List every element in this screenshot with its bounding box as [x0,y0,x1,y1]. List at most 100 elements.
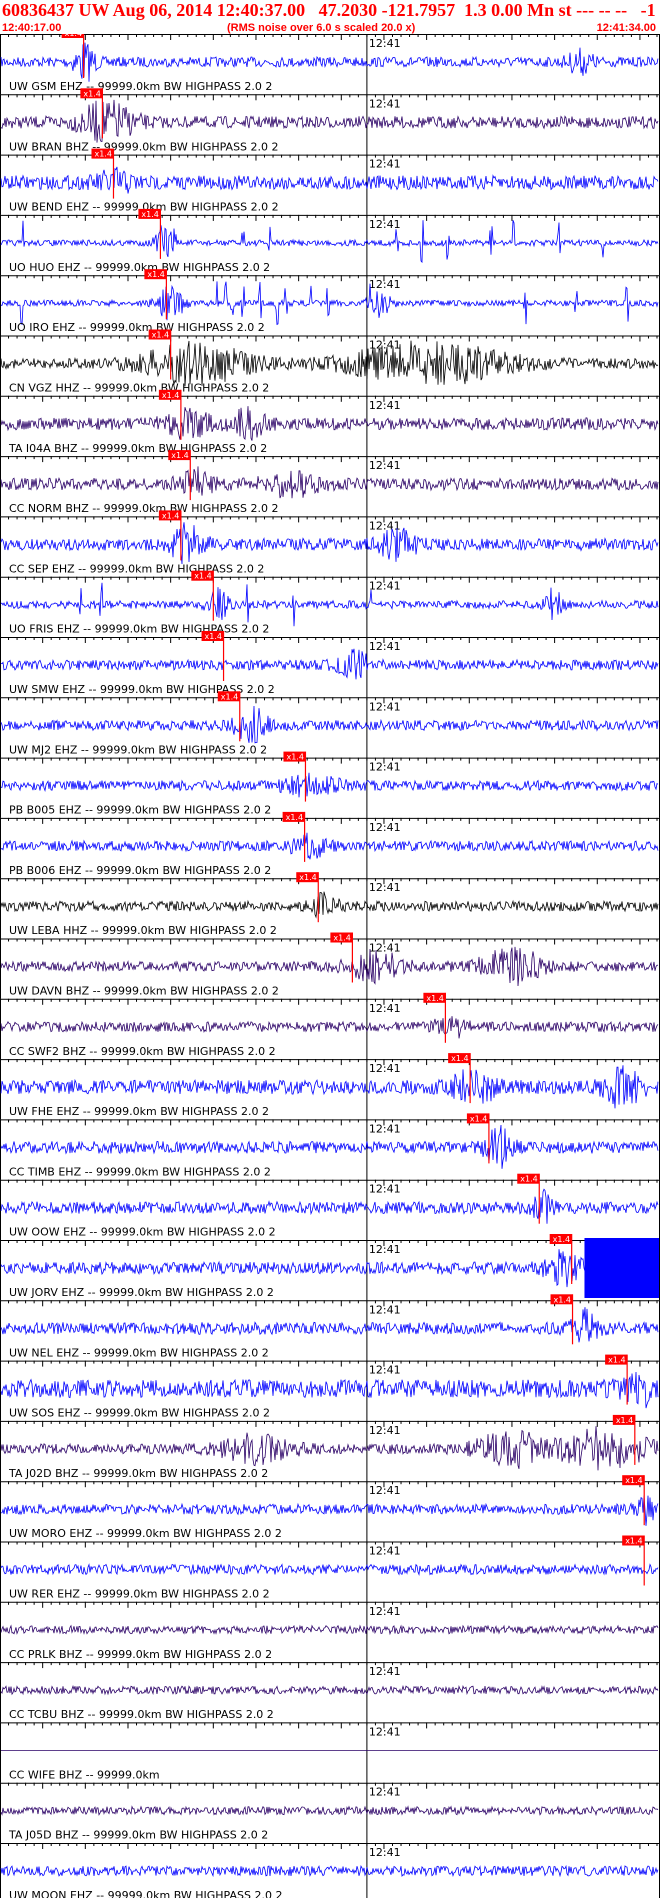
waveform [0,340,659,387]
minute-label: 12:41 [369,881,401,894]
pick-box [466,1113,489,1124]
waveform [0,406,659,441]
trace-9: 12:41 x1.4 CC SEP EHZ -- 99999.0km BW HIGH… [0,510,660,577]
pick-label: x1.4 [553,1235,570,1244]
pick-label: x1.4 [470,1114,487,1123]
pick-box [158,389,181,400]
pick-box [448,1053,471,1064]
station-label: UW BEND EHZ -- 99999.0km BW HIGHPASS 2.0… [9,201,279,214]
pick-box [80,88,103,99]
station-label: UW MJ2 EHZ -- 99999.0km BW HIGHPASS 2.0 … [9,743,267,756]
minute-label: 12:41 [369,1786,401,1799]
station-label: UW FHE EHZ -- 99999.0km BW HIGHPASS 2.0 … [9,1105,269,1118]
pick-box [138,208,161,219]
pick-box [622,1535,645,1546]
waveform [0,1371,659,1409]
minute-label: 12:41 [369,1062,401,1075]
minute-label: 12:41 [369,1605,401,1618]
minute-label: 12:41 [369,1002,401,1015]
trace-19: 12:41 x1.4 CC TIMB EHZ -- 99999.0km BW HIG… [0,1113,660,1180]
trace-2: 12:41 x1.4 UW BRAN BHZ -- 99999.0km BW HIG… [0,88,660,155]
station-label: UW MOON EHZ -- 99999.0km BW HIGHPASS 2.0… [9,1889,282,1898]
trace-18: 12:41 x1.4 UW FHE EHZ -- 99999.0km BW HIGH… [0,1053,660,1120]
trace-23: 12:41 x1.4 UW SOS EHZ -- 99999.0km BW HIGH… [0,1354,660,1421]
minute-label: 12:41 [369,1183,401,1196]
trace-15: 12:41 x1.4 UW LEBA HHZ -- 99999.0km BW HIG… [0,872,660,939]
station-label: UW GSM EHZ -- 99999.0km BW HIGHPASS 2.0 … [9,80,272,93]
pick-label: x1.4 [333,934,350,943]
station-label: UW MORO EHZ -- 99999.0km BW HIGHPASS 2.0… [9,1527,282,1540]
station-label: TA J02D BHZ -- 99999.0km BW HIGHPASS 2.0… [8,1467,268,1480]
pick-label: x1.4 [147,270,164,279]
minute-label: 12:41 [369,218,401,231]
waveform [0,1426,659,1471]
pick-box [282,811,305,822]
pick-label: x1.4 [171,451,188,460]
minute-label: 12:41 [369,1846,401,1859]
pick-label: x1.4 [221,692,238,701]
waveform [0,1624,659,1636]
pick-label: x1.4 [152,331,169,340]
minute-label: 12:41 [369,1364,401,1377]
trace-22: 12:41 x1.4 UW NEL EHZ -- 99999.0km BW HIGH… [0,1294,660,1361]
waveform [0,1563,659,1576]
minute-label: 12:41 [369,1303,401,1316]
waveform [0,705,659,744]
station-label: CC PRLK BHZ -- 99999.0km BW HIGHPASS 2.0… [9,1648,272,1661]
pick-box [283,751,306,762]
waveform [0,220,659,264]
pick-box [423,992,446,1003]
waveform [1,772,659,798]
trace-14: 12:41 x1.4 PB B006 EHZ -- 99999.0km BW HIG… [0,811,660,879]
waveform [0,1065,659,1109]
waveform [0,1684,659,1696]
trace-10: 12:41 x1.4 UO FRIS EHZ -- 99999.0km BW HIG… [0,570,660,637]
station-label: CN VGZ HHZ -- 99999.0km BW HIGHPASS 2.0 … [9,382,269,395]
pick-box [158,510,181,521]
trace-16: 12:41 x1.4 UW DAVN BHZ -- 99999.0km BW HIG… [0,932,660,999]
pick-box [168,450,191,461]
minute-label: 12:41 [369,278,401,291]
minute-label: 12:41 [369,1484,401,1497]
minute-label: 12:41 [369,1243,401,1256]
pick-box [217,691,240,702]
trace-13: 12:41 x1.4 PB B005 EHZ -- 99999.0km BW HIG… [0,751,660,818]
waveform [0,166,659,194]
pick-label: x1.4 [94,150,111,159]
waveform [0,522,659,565]
pick-label: x1.4 [625,1476,642,1485]
trace-21: 12:41 x1.4 UW JORV EHZ -- 99999.0km BW HIG… [0,1234,660,1301]
rms-note: (RMS noise over 6.0 s scaled 20.0 x) [227,22,416,34]
event-title: 60836437 UW Aug 06, 2014 12:40:37.00 47.… [2,0,656,20]
minute-label: 12:41 [369,1545,401,1558]
trace-31: 12:41 UW MOON EHZ -- 99999.0km BW HIGHPAS… [0,1843,660,1898]
station-label: CC WIFE BHZ -- 99999.0km [9,1768,160,1781]
pick-label: x1.4 [83,89,100,98]
minute-label: 12:41 [369,1424,401,1437]
waveform [0,99,659,143]
pick-box [191,570,214,581]
pick-label: x1.4 [141,210,158,219]
pick-box [330,932,353,943]
station-label: UW SOS EHZ -- 99999.0km BW HIGHPASS 2.0 … [9,1407,270,1420]
pick-label: x1.4 [616,1416,633,1425]
trace-5: 12:41 x1.4 UO IRO EHZ -- 99999.0km BW HIGH… [0,269,660,336]
minute-label: 12:41 [369,37,401,50]
waveform [0,1805,659,1817]
waveform [0,946,659,987]
station-label: CC TCBU BHZ -- 99999.0km BW HIGHPASS 2.0… [9,1708,274,1721]
trace-24: 12:41 x1.4 TA J02D BHZ -- 99999.0km BW HIG… [0,1414,660,1482]
minute-label: 12:41 [369,1725,401,1738]
station-label: CC NORM BHZ -- 99999.0km BW HIGHPASS 2.0… [9,502,278,515]
pick-label: x1.4 [205,632,222,641]
pick-box [144,269,167,280]
start-time: 12:40:17.00 [2,22,62,34]
pick-label: x1.4 [286,813,303,822]
trace-28: 12:41 CC TCBU BHZ -- 99999.0km BW HIGHPAS… [0,1662,660,1723]
minute-label: 12:41 [369,942,401,955]
waveform [0,648,659,680]
pick-box [605,1354,628,1365]
waveform [0,1249,659,1288]
